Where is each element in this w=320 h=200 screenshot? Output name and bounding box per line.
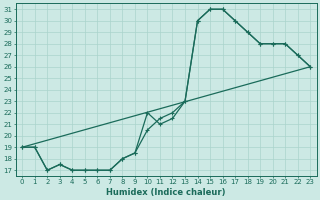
- X-axis label: Humidex (Indice chaleur): Humidex (Indice chaleur): [107, 188, 226, 197]
